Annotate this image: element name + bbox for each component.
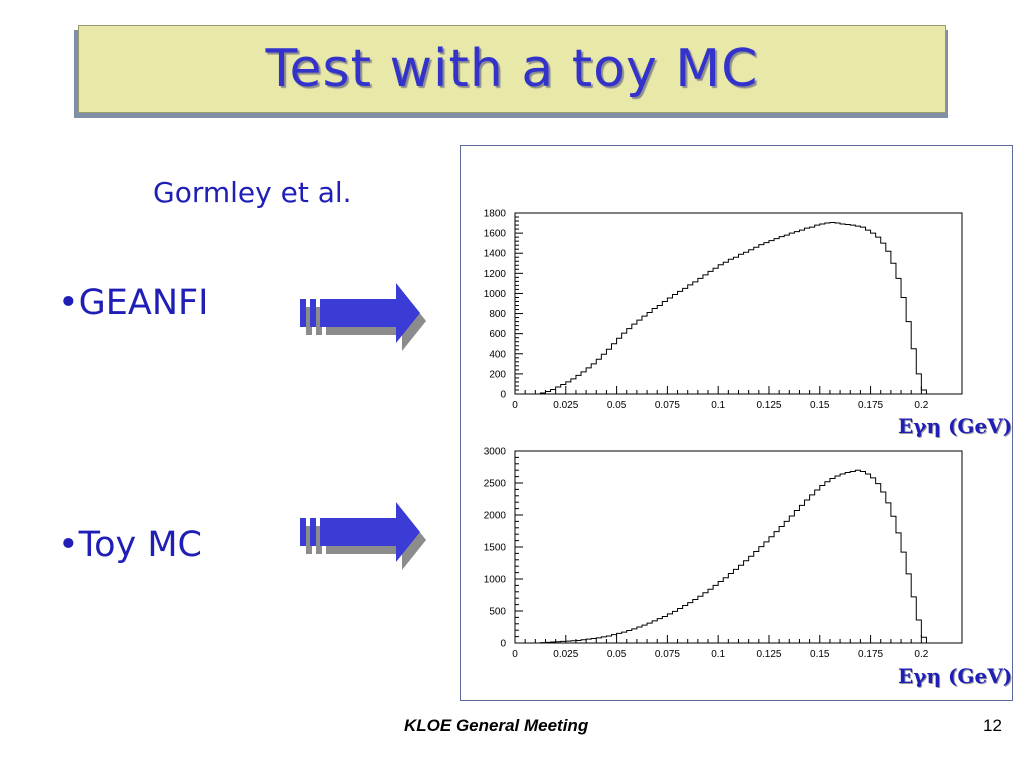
y-tick-label: 0 [500,390,506,401]
x-tick-label: 0.175 [858,400,883,411]
x-tick-label: 0 [512,400,518,411]
y-tick-label: 1200 [484,269,507,280]
x-tick-label: 0.125 [756,400,781,411]
x-tick-label: 0.1 [711,400,725,411]
x-axis-title-bottom: Eγη (GeV) [898,664,1013,688]
y-tick-label: 2000 [484,511,507,522]
plot-frame [460,145,1013,701]
y-tick-label: 1600 [484,229,507,240]
x-tick-label: 0.2 [914,649,928,660]
subtitle-authors: Gormley et al. [153,176,352,209]
y-tick-label: 400 [489,349,506,360]
y-tick-label: 200 [489,369,506,380]
x-tick-label: 0.05 [607,649,627,660]
y-tick-label: 1000 [484,289,507,300]
arrow-right-icon [300,283,426,351]
y-tick-label: 1000 [484,575,507,586]
x-tick-label: 0.125 [756,649,781,660]
y-tick-label: 500 [489,607,506,618]
x-tick-label: 0.2 [914,400,928,411]
histogram-series-1-0 [535,469,932,644]
x-tick-label: 0.05 [607,400,627,411]
x-tick-label: 0.1 [711,649,725,660]
x-tick-label: 0.075 [655,400,680,411]
y-tick-label: 3000 [484,447,507,458]
bullet-toy-mc: •Toy MC [58,525,202,565]
y-tick-label: 600 [489,329,506,340]
bullet-geanfi: •GEANFI [58,283,209,323]
x-tick-label: 0.025 [553,649,578,660]
arrow-right-icon [300,502,426,570]
y-tick-label: 800 [489,309,506,320]
y-tick-label: 1800 [484,209,507,220]
x-tick-label: 0.15 [810,649,830,660]
x-tick-label: 0 [512,649,518,660]
plot-area-0 [514,212,963,395]
footer-text: KLOE General Meeting [404,716,589,735]
y-tick-label: 1500 [484,543,507,554]
x-tick-label: 0.175 [858,649,883,660]
title-banner: Test with a toy MC [78,25,946,113]
y-tick-label: 0 [500,639,506,650]
x-axis-title-top: Eγη (GeV) [898,414,1013,438]
page-number: 12 [983,716,1002,735]
histogram-series-0-0 [535,222,932,395]
x-tick-label: 0.15 [810,400,830,411]
plot-area-1 [514,450,963,644]
slide-title: Test with a toy MC [265,39,759,99]
x-tick-label: 0.075 [655,649,680,660]
y-tick-label: 1400 [484,249,507,260]
x-tick-label: 0.025 [553,400,578,411]
y-tick-label: 2500 [484,479,507,490]
